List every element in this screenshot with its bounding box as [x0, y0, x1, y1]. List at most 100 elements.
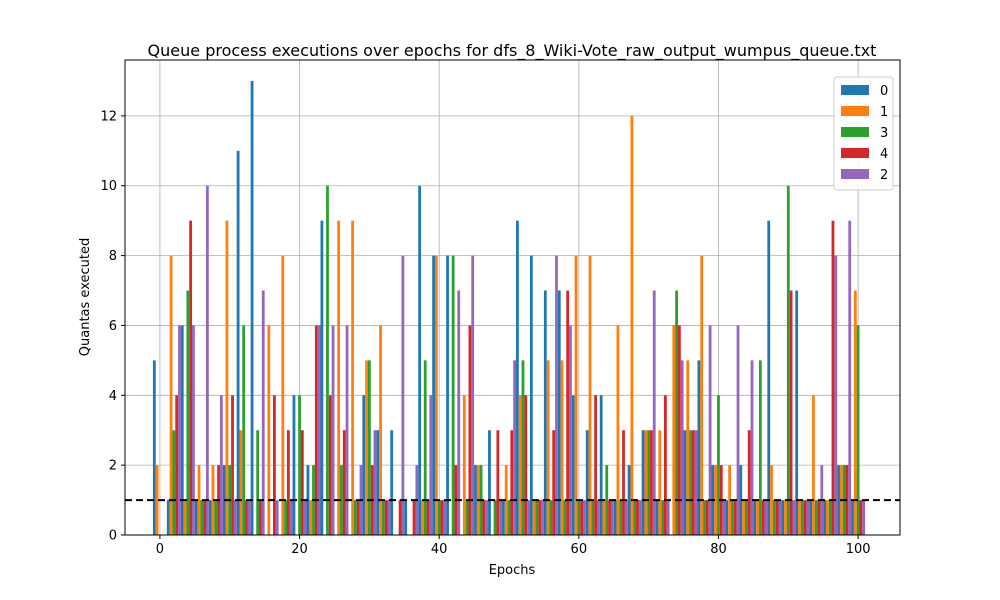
bar-series-0 [767, 220, 771, 536]
bar-series-0 [851, 500, 854, 535]
x-tick-label: 20 [291, 542, 308, 557]
bar-series-0 [641, 430, 645, 535]
bar-series-2 [541, 500, 544, 535]
bar-series-0 [781, 500, 785, 535]
bar-series-2 [555, 255, 558, 535]
bar-series-1 [169, 255, 173, 535]
bar-series-3 [340, 465, 343, 535]
bar-series-0 [418, 185, 422, 535]
bar-series-2 [443, 500, 447, 535]
bar-series-3 [298, 395, 301, 535]
bar-series-3 [214, 500, 218, 535]
bar-series-2 [205, 185, 209, 535]
bar-series-3 [591, 500, 595, 535]
bar-series-0 [543, 290, 547, 535]
bars [152, 80, 866, 536]
bar-series-4 [384, 500, 388, 535]
bar-series-4 [175, 395, 179, 535]
bar-series-1 [728, 465, 732, 535]
legend-label-0: 0 [880, 84, 888, 99]
bar-series-0 [208, 500, 212, 535]
bar-series-0 [236, 150, 240, 535]
bar-series-4 [300, 430, 304, 535]
bar-series-4 [803, 500, 807, 535]
bar-series-1 [225, 220, 229, 536]
bar-series-4 [664, 395, 667, 535]
bar-series-1 [784, 500, 787, 535]
bar-series-0 [683, 430, 687, 535]
bar-series-0 [809, 500, 813, 535]
bar-series-2 [233, 500, 237, 535]
bar-series-0 [320, 220, 324, 536]
bar-series-0 [795, 290, 799, 535]
bar-series-3 [633, 500, 637, 535]
x-tick-label: 40 [431, 542, 448, 557]
bar-series-1 [379, 325, 382, 535]
bar-series-0 [376, 430, 380, 535]
bar-series-4 [524, 395, 528, 535]
bar-series-3 [507, 500, 511, 535]
bar-series-3 [703, 500, 706, 535]
legend-swatch-0 [841, 85, 869, 95]
bar-series-3 [786, 185, 790, 535]
bar-series-0 [739, 465, 743, 535]
x-tick-label: 60 [571, 542, 588, 557]
bar-series-2 [708, 325, 712, 535]
bar-series-1 [770, 465, 773, 535]
bar-series-0 [166, 500, 170, 535]
bar-series-2 [471, 255, 475, 535]
bar-series-1 [588, 255, 592, 535]
bar-series-3 [828, 500, 832, 535]
bar-series-2 [345, 325, 349, 535]
bar-series-4 [594, 395, 597, 535]
bar-series-2 [806, 500, 810, 535]
bar-series-3 [800, 500, 804, 535]
bar-series-0 [432, 255, 435, 535]
chart-title: Queue process executions over epochs for… [148, 41, 877, 61]
legend-swatch-4 [841, 148, 869, 158]
bar-series-3 [577, 500, 581, 535]
bar-series-3 [814, 500, 818, 535]
bar-series-1 [183, 500, 187, 535]
y-tick-label: 8 [109, 249, 117, 264]
bar-series-3 [521, 360, 525, 535]
bar-series-1 [742, 500, 745, 535]
bar-series-0 [557, 290, 561, 535]
bar-series-2 [680, 360, 684, 535]
bar-series-2 [247, 500, 251, 535]
bar-series-2 [485, 500, 489, 535]
bar-series-4 [691, 430, 695, 535]
bar-series-1 [756, 500, 759, 535]
bar-series-1 [532, 500, 536, 535]
bar-series-2 [261, 290, 265, 535]
bar-series-2 [289, 500, 293, 535]
bar-series-1 [853, 290, 857, 535]
bar-series-0 [488, 430, 491, 535]
bar-series-4 [733, 500, 737, 535]
bar-series-3 [493, 500, 497, 535]
bar-series-1 [504, 465, 508, 535]
bar-series-1 [435, 255, 438, 535]
bar-series-4 [328, 395, 332, 535]
x-axis-label: Epochs [489, 563, 536, 578]
x-tick-label: 0 [156, 542, 164, 557]
bar-series-1 [267, 325, 271, 535]
bar-series-3 [731, 500, 734, 535]
legend-label-2: 2 [880, 168, 888, 183]
bar-series-1 [658, 430, 662, 535]
bar-series-3 [326, 185, 329, 535]
bar-series-2 [694, 430, 698, 535]
bar-series-4 [747, 430, 751, 535]
bar-series-3 [647, 430, 651, 535]
bar-series-3 [856, 325, 860, 535]
bar-series-2 [750, 360, 754, 535]
bar-series-3 [772, 500, 776, 535]
bar-series-2 [527, 500, 530, 535]
bar-series-4 [398, 500, 402, 535]
bar-series-1 [421, 500, 424, 535]
bar-series-2 [666, 500, 670, 535]
bar-series-4 [286, 430, 290, 535]
y-tick-label: 6 [109, 319, 117, 334]
bar-series-2 [373, 430, 377, 535]
